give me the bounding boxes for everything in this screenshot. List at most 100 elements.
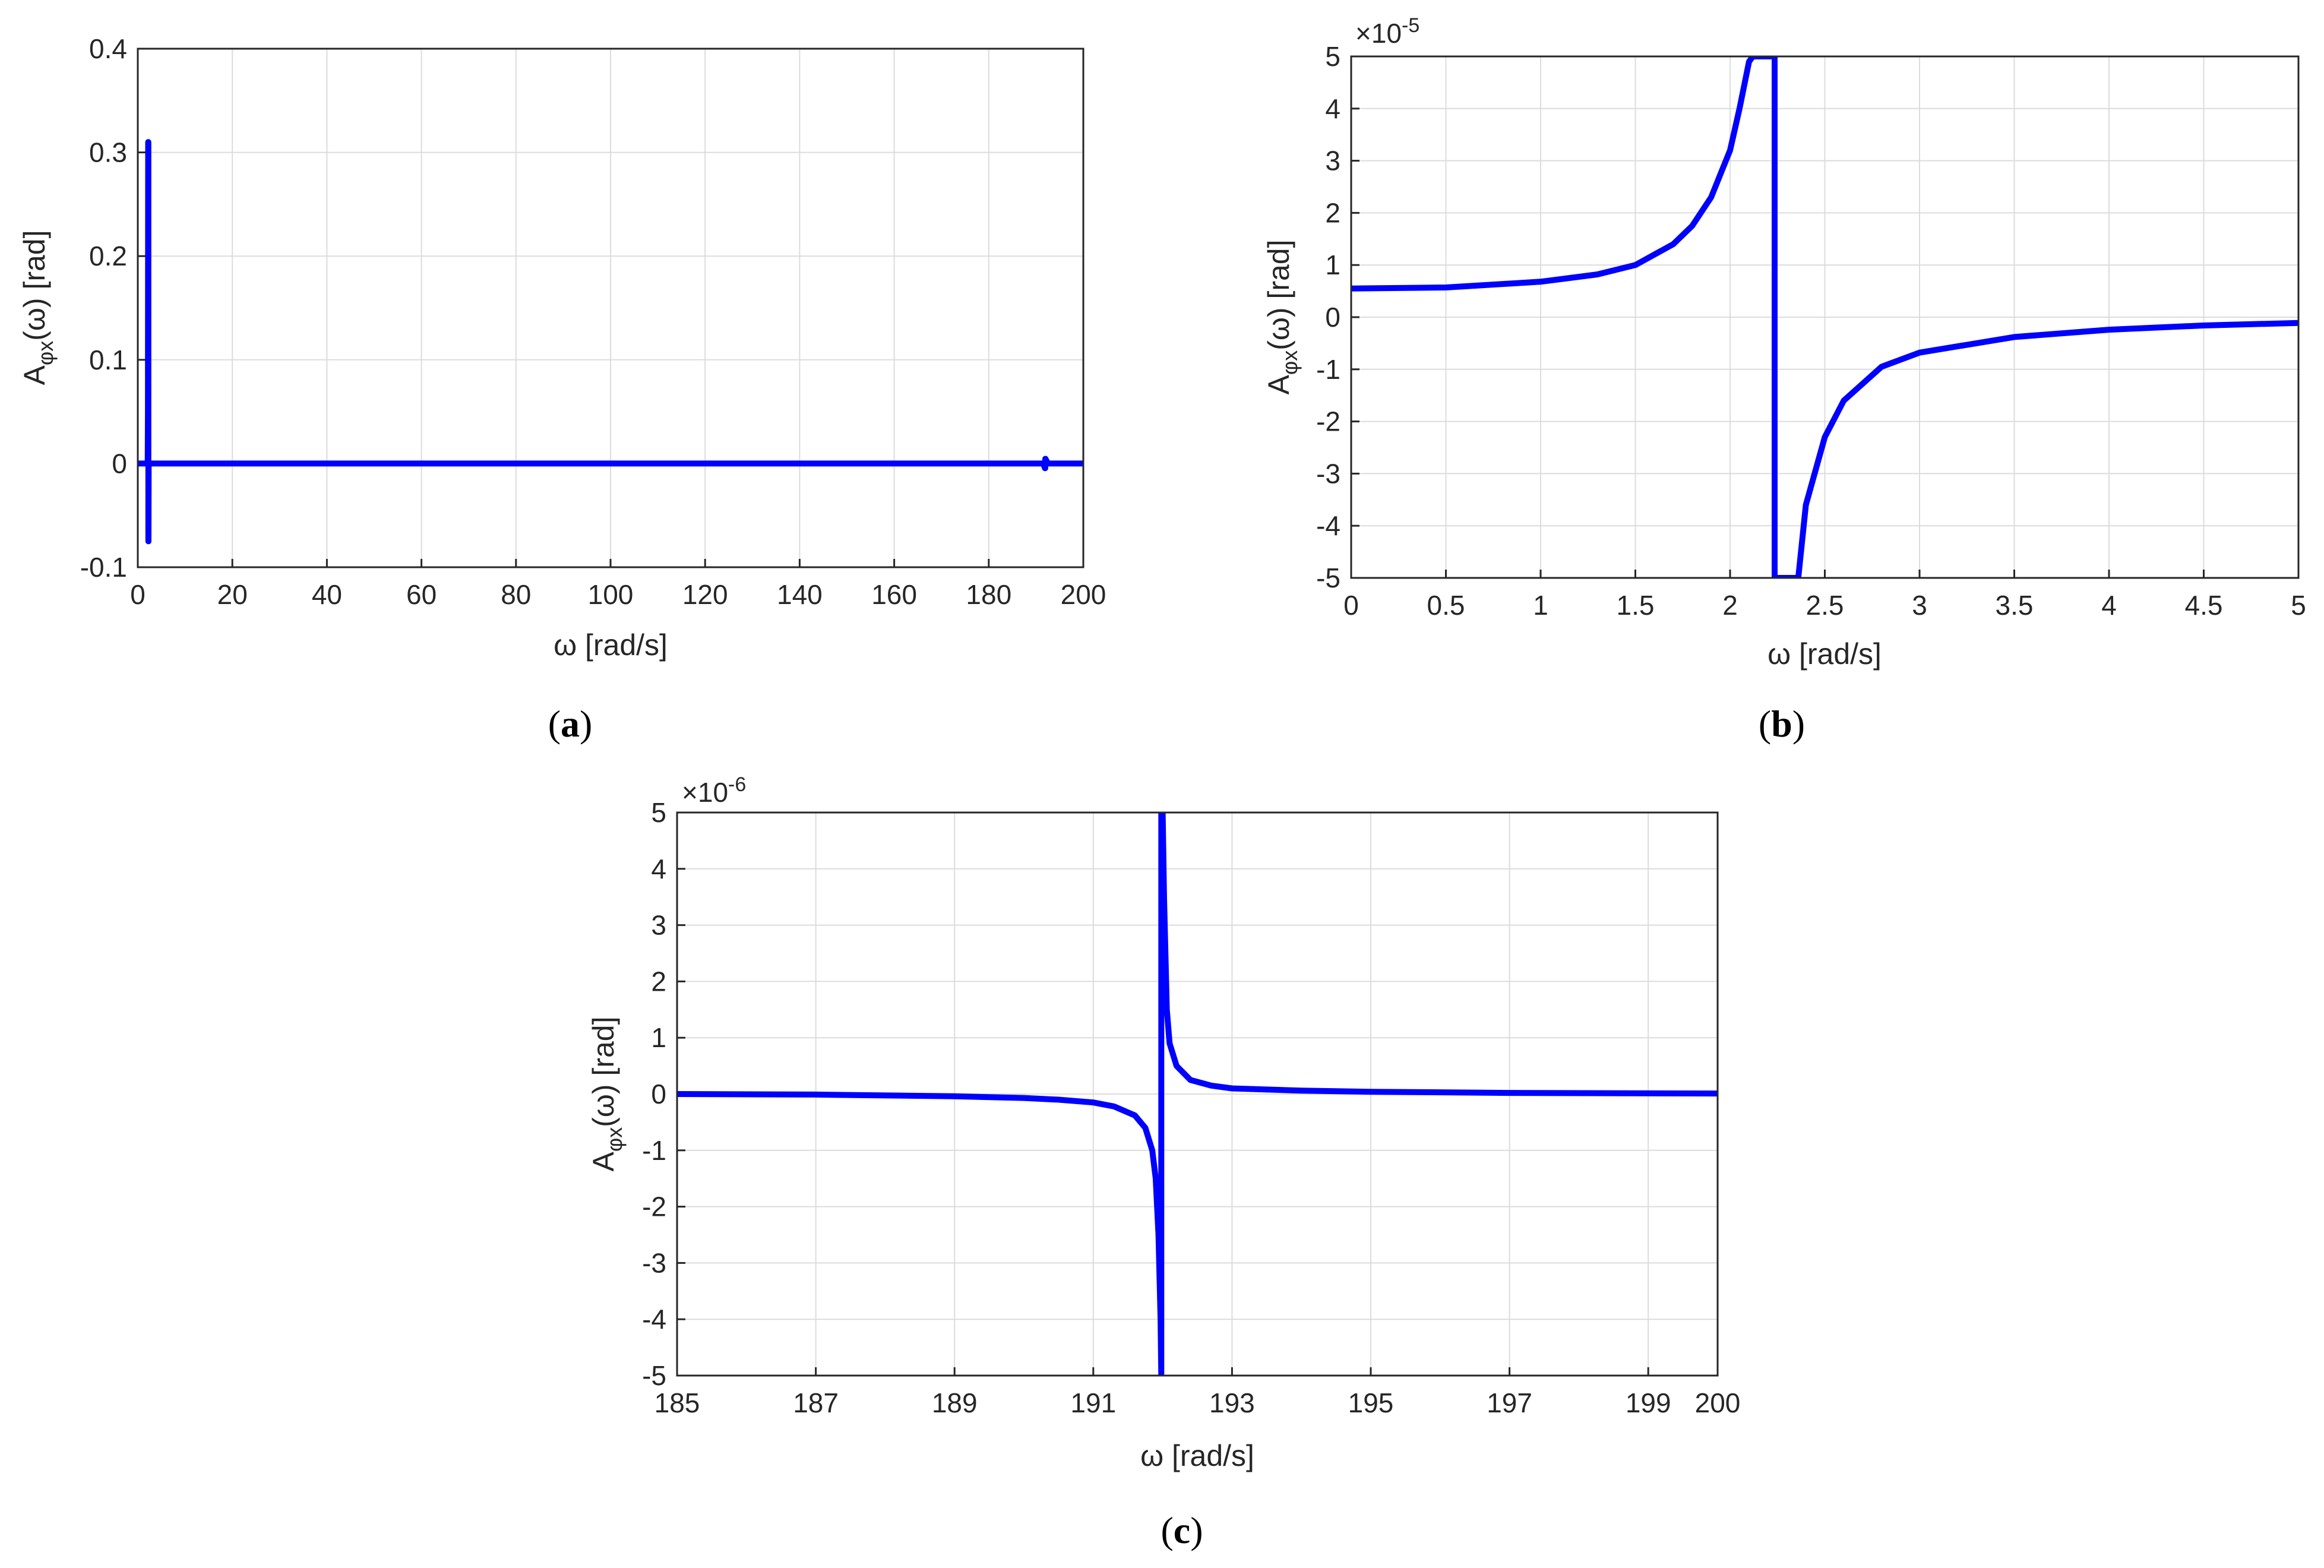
y-tick-label: 5 [651, 797, 666, 828]
x-tick-label: 100 [588, 579, 634, 610]
x-tick-label: 0 [130, 579, 146, 610]
y-axis-label-c: Aφx(ω) [rad] [587, 1017, 627, 1172]
y-tick-label: 0.4 [89, 33, 127, 64]
x-tick-label: 193 [1209, 1387, 1255, 1418]
x-tick-label: 4.5 [2185, 590, 2223, 621]
x-tick-label: 180 [966, 579, 1011, 610]
x-tick-label: 191 [1070, 1387, 1116, 1418]
x-tick-label: 5 [2291, 590, 2306, 621]
x-tick-label: 1.5 [1617, 590, 1655, 621]
y-label-base: A [18, 365, 51, 385]
series-b [1351, 56, 2298, 578]
x-tick-label: 187 [793, 1387, 839, 1418]
y-tick-labels-a: -0.1 0 0.1 0.2 0.3 0.4 [80, 33, 127, 583]
x-tick-label: 200 [1695, 1387, 1741, 1418]
x-tick-label: 1 [1533, 590, 1548, 621]
y-label-subscript: φx [1278, 350, 1302, 375]
x-axis-label-c: ω [rad/s] [1140, 1439, 1254, 1472]
y-tick-label: 0.2 [89, 241, 127, 271]
grid-b [1350, 55, 2300, 579]
y-label-subscript: φx [33, 341, 58, 365]
y-tick-label: 0 [651, 1079, 666, 1109]
series-line [677, 813, 1718, 1376]
x-tick-labels-c: 185 187 189 191 193 195 197 199 200 [654, 1387, 1741, 1418]
exponent-superscript: -6 [728, 773, 746, 796]
y-axis-label-a: Aφx(ω) [rad] [18, 230, 58, 385]
y-tick-label: 4 [1325, 93, 1340, 124]
y-tick-label: -3 [1316, 458, 1340, 489]
y-tick-label: -5 [642, 1360, 666, 1391]
x-tick-label: 185 [654, 1387, 700, 1418]
y-label-base: A [1262, 374, 1295, 394]
y-tick-label: 3 [1325, 146, 1340, 176]
exponent-label-c: ×10-6 [682, 773, 746, 808]
x-tick-label: 0.5 [1427, 590, 1465, 621]
chart-panel-b: -5 -4 -3 -2 -1 0 1 2 3 4 5 0 0.5 1 1.5 2 2.5 3 3.5 4 4.5 5 ×… [1262, 14, 2306, 745]
x-tick-label: 60 [406, 579, 437, 610]
x-tick-label: 195 [1348, 1387, 1394, 1418]
panel-label-b: (b) [1759, 703, 1805, 745]
panel-label-c: (c) [1161, 1509, 1203, 1551]
y-tick-label: 1 [1325, 249, 1340, 280]
y-tick-label: -4 [1316, 510, 1340, 541]
x-tick-label: 189 [932, 1387, 978, 1418]
y-tick-label: 4 [651, 853, 666, 884]
y-tick-label: 0 [1325, 302, 1340, 333]
panel-label-a: (a) [548, 703, 593, 745]
x-tick-label: 160 [871, 579, 917, 610]
x-axis-label-a: ω [rad/s] [554, 628, 668, 662]
panel-label-b-letter: b [1771, 703, 1792, 745]
x-tick-label: 2 [1722, 590, 1738, 621]
y-tick-label: -4 [642, 1304, 666, 1335]
series-a [138, 139, 1083, 545]
x-tick-label: 120 [682, 579, 728, 610]
exponent-label-b: ×10-5 [1355, 14, 1419, 49]
y-tick-label: 2 [651, 966, 666, 997]
exponent-label-b-text: ×10 [1355, 18, 1402, 49]
x-tick-label: 4 [2101, 590, 2117, 621]
panel-label-c-letter: c [1174, 1509, 1190, 1551]
y-tick-label: 0.3 [89, 137, 127, 168]
x-tick-label: 2.5 [1806, 590, 1844, 621]
exponent-label-c-text: ×10 [682, 777, 728, 808]
y-axis-label-b: Aφx(ω) [rad] [1262, 240, 1302, 395]
y-tick-label: 3 [651, 910, 666, 941]
y-tick-label: -5 [1316, 562, 1340, 593]
panel-label-a-letter: a [561, 703, 580, 745]
x-tick-label: 80 [501, 579, 531, 610]
x-tick-label: 40 [312, 579, 342, 610]
y-label-rest: (ω) [rad] [587, 1017, 620, 1127]
y-label-rest: (ω) [rad] [18, 230, 51, 341]
y-label-base: A [587, 1151, 620, 1171]
x-tick-label: 0 [1343, 590, 1359, 621]
y-tick-label: 1 [651, 1022, 666, 1053]
x-tick-label: 199 [1626, 1387, 1671, 1418]
y-tick-label: -2 [642, 1191, 666, 1222]
y-label-rest: (ω) [rad] [1262, 240, 1295, 350]
y-tick-label: 2 [1325, 197, 1340, 228]
x-axis-label-b: ω [rad/s] [1767, 637, 1882, 671]
y-tick-label: 0 [112, 448, 127, 479]
plot-frame [137, 48, 1084, 568]
chart-panel-c: -5 -4 -3 -2 -1 0 1 2 3 4 5 185 187 189 191 193 195 197 19… [587, 773, 1740, 1551]
y-label-subscript: φx [602, 1127, 627, 1152]
chart-panel-a: -0.100.10.20.30.4 0 20 40 60 80 100 120 140 160 1… [18, 33, 1106, 745]
plot-frame [676, 811, 1719, 1377]
series-c [677, 813, 1718, 1376]
x-tick-label: 20 [217, 579, 248, 610]
y-tick-label: -1 [642, 1135, 666, 1166]
x-tick-label: 3 [1912, 590, 1927, 621]
x-tick-labels-a: 0 20 40 60 80 100 120 140 160 180 200 [130, 579, 1106, 610]
y-tick-label: -2 [1316, 406, 1340, 437]
y-tick-label: 5 [1325, 41, 1340, 72]
plot-frame [1350, 55, 2300, 579]
y-tick-labels-b: -5 -4 -3 -2 -1 0 1 2 3 4 5 [1316, 41, 1340, 593]
y-tick-label: -3 [642, 1247, 666, 1278]
series-line [1351, 56, 2298, 578]
x-tick-label: 200 [1061, 579, 1106, 610]
x-tick-labels-b: 0 0.5 1 1.5 2 2.5 3 3.5 4 4.5 5 [1343, 590, 2306, 621]
y-tick-label: -0.1 [80, 552, 127, 583]
x-tick-label: 3.5 [1996, 590, 2034, 621]
series-line [138, 139, 1083, 545]
